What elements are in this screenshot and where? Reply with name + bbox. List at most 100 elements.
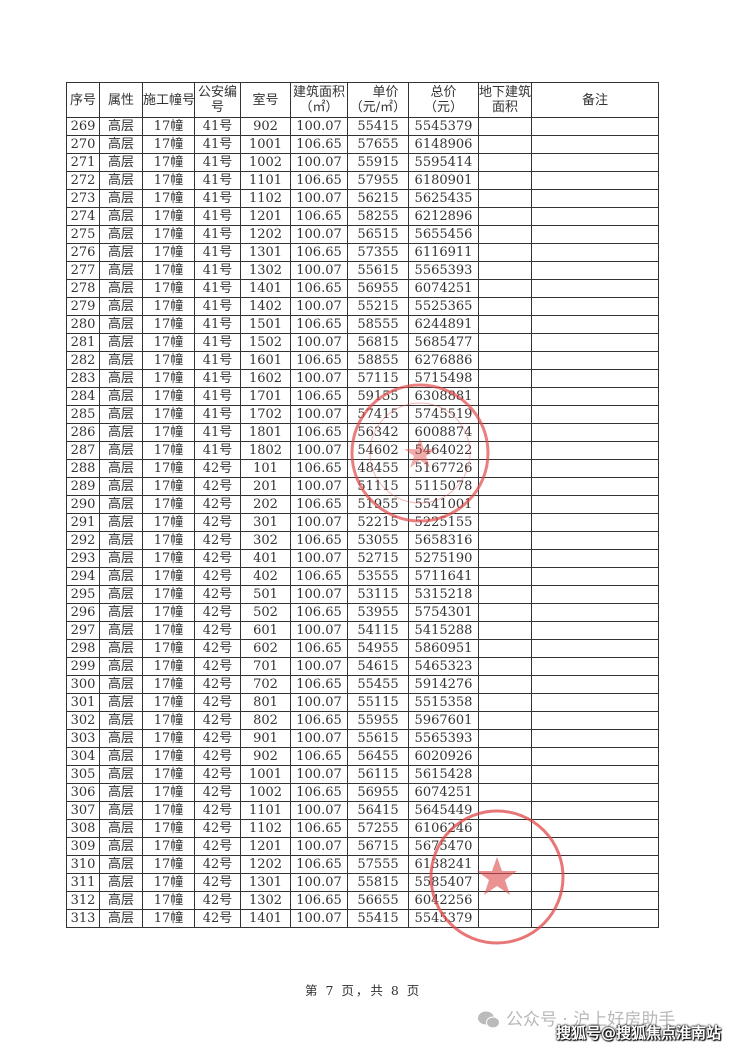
table-cell — [531, 117, 659, 136]
table-cell: 6106246 — [408, 819, 479, 838]
column-header-area: 建筑面积（㎡） — [290, 82, 348, 118]
table-cell: 702 — [240, 675, 291, 694]
table-cell: 17幢 — [142, 747, 195, 766]
table-cell: 17幢 — [142, 513, 195, 532]
table-cell — [531, 351, 659, 370]
table-cell: 6008874 — [408, 423, 479, 442]
table-cell: 1001 — [240, 765, 291, 784]
table-cell: 41号 — [194, 297, 241, 316]
table-cell: 高层 — [99, 711, 143, 730]
table-cell: 17幢 — [142, 729, 195, 748]
table-cell: 1301 — [240, 243, 291, 262]
table-cell: 42号 — [194, 909, 241, 928]
table-cell: 58855 — [347, 351, 409, 370]
table-cell: 高层 — [99, 495, 143, 514]
table-cell: 54602 — [347, 441, 409, 460]
table-cell: 1401 — [240, 279, 291, 298]
table-cell: 41号 — [194, 441, 241, 460]
table-cell: 17幢 — [142, 117, 195, 136]
table-cell — [531, 657, 659, 676]
table-cell: 5625435 — [408, 189, 479, 208]
table-row: 302 高层 17幢 42号 802 106.65 55955 5967601 — [66, 711, 659, 730]
table-cell: 1701 — [240, 387, 291, 406]
column-header-index: 序号 — [66, 82, 100, 118]
table-cell: 276 — [66, 243, 100, 262]
table-cell — [531, 495, 659, 514]
table-cell: 17幢 — [142, 459, 195, 478]
table-cell — [478, 477, 532, 496]
table-cell: 42号 — [194, 819, 241, 838]
table-cell: 201 — [240, 477, 291, 496]
table-row: 277 高层 17幢 41号 1302 100.07 55615 5565393 — [66, 261, 659, 280]
table-cell: 5754301 — [408, 603, 479, 622]
table-row: 290 高层 17幢 42号 202 106.65 51955 5541001 — [66, 495, 659, 514]
table-cell — [531, 297, 659, 316]
table-cell: 17幢 — [142, 441, 195, 460]
sohu-watermark: 搜狐号@搜狐焦点淮南站 — [556, 1024, 722, 1042]
table-cell: 高层 — [99, 747, 143, 766]
table-cell: 1202 — [240, 225, 291, 244]
table-cell — [531, 225, 659, 244]
table-cell: 42号 — [194, 873, 241, 892]
table-cell: 高层 — [99, 261, 143, 280]
table-cell: 41号 — [194, 423, 241, 442]
table-cell: 17幢 — [142, 189, 195, 208]
table-cell: 270 — [66, 135, 100, 154]
table-cell: 17幢 — [142, 603, 195, 622]
table-cell: 5115078 — [408, 477, 479, 496]
table-cell — [478, 297, 532, 316]
table-cell: 55615 — [347, 729, 409, 748]
table-cell: 312 — [66, 891, 100, 910]
table-cell: 42号 — [194, 621, 241, 640]
table-cell: 41号 — [194, 243, 241, 262]
table-row: 308 高层 17幢 42号 1102 106.65 57255 6106246 — [66, 819, 659, 838]
table-cell: 17幢 — [142, 315, 195, 334]
table-cell: 100.07 — [290, 405, 348, 424]
table-cell: 52215 — [347, 513, 409, 532]
table-cell: 106.65 — [290, 171, 348, 190]
table-row: 307 高层 17幢 42号 1101 100.07 56415 5645449 — [66, 801, 659, 820]
table-cell: 5415288 — [408, 621, 479, 640]
table-cell: 286 — [66, 423, 100, 442]
table-cell: 106.65 — [290, 855, 348, 874]
table-row: 270 高层 17幢 41号 1001 106.65 57655 6148906 — [66, 135, 659, 154]
table-cell: 51955 — [347, 495, 409, 514]
table-cell: 17幢 — [142, 657, 195, 676]
table-cell: 高层 — [99, 189, 143, 208]
table-row: 286 高层 17幢 41号 1801 106.65 56342 6008874 — [66, 423, 659, 442]
table-cell — [531, 585, 659, 604]
table-cell: 高层 — [99, 405, 143, 424]
table-cell: 高层 — [99, 513, 143, 532]
table-cell — [478, 387, 532, 406]
table-cell: 42号 — [194, 693, 241, 712]
table-cell: 17幢 — [142, 891, 195, 910]
table-cell: 285 — [66, 405, 100, 424]
table-cell: 高层 — [99, 909, 143, 928]
table-cell: 106.65 — [290, 351, 348, 370]
table-cell: 100.07 — [290, 261, 348, 280]
table-cell: 284 — [66, 387, 100, 406]
table-cell: 5541001 — [408, 495, 479, 514]
table-cell: 54615 — [347, 657, 409, 676]
table-cell: 303 — [66, 729, 100, 748]
table-row: 271 高层 17幢 41号 1002 100.07 55915 5595414 — [66, 153, 659, 172]
table-cell: 302 — [240, 531, 291, 550]
table-cell: 101 — [240, 459, 291, 478]
table-cell: 301 — [66, 693, 100, 712]
table-cell: 高层 — [99, 765, 143, 784]
table-cell — [478, 657, 532, 676]
table-cell — [478, 135, 532, 154]
table-cell: 高层 — [99, 423, 143, 442]
table-cell — [478, 351, 532, 370]
table-cell: 278 — [66, 279, 100, 298]
table-cell: 高层 — [99, 315, 143, 334]
table-cell: 56515 — [347, 225, 409, 244]
table-cell: 298 — [66, 639, 100, 658]
table-cell: 42号 — [194, 513, 241, 532]
table-cell: 275 — [66, 225, 100, 244]
table-cell: 58255 — [347, 207, 409, 226]
table-cell: 309 — [66, 837, 100, 856]
table-cell: 307 — [66, 801, 100, 820]
table-cell: 42号 — [194, 585, 241, 604]
table-cell: 5675470 — [408, 837, 479, 856]
